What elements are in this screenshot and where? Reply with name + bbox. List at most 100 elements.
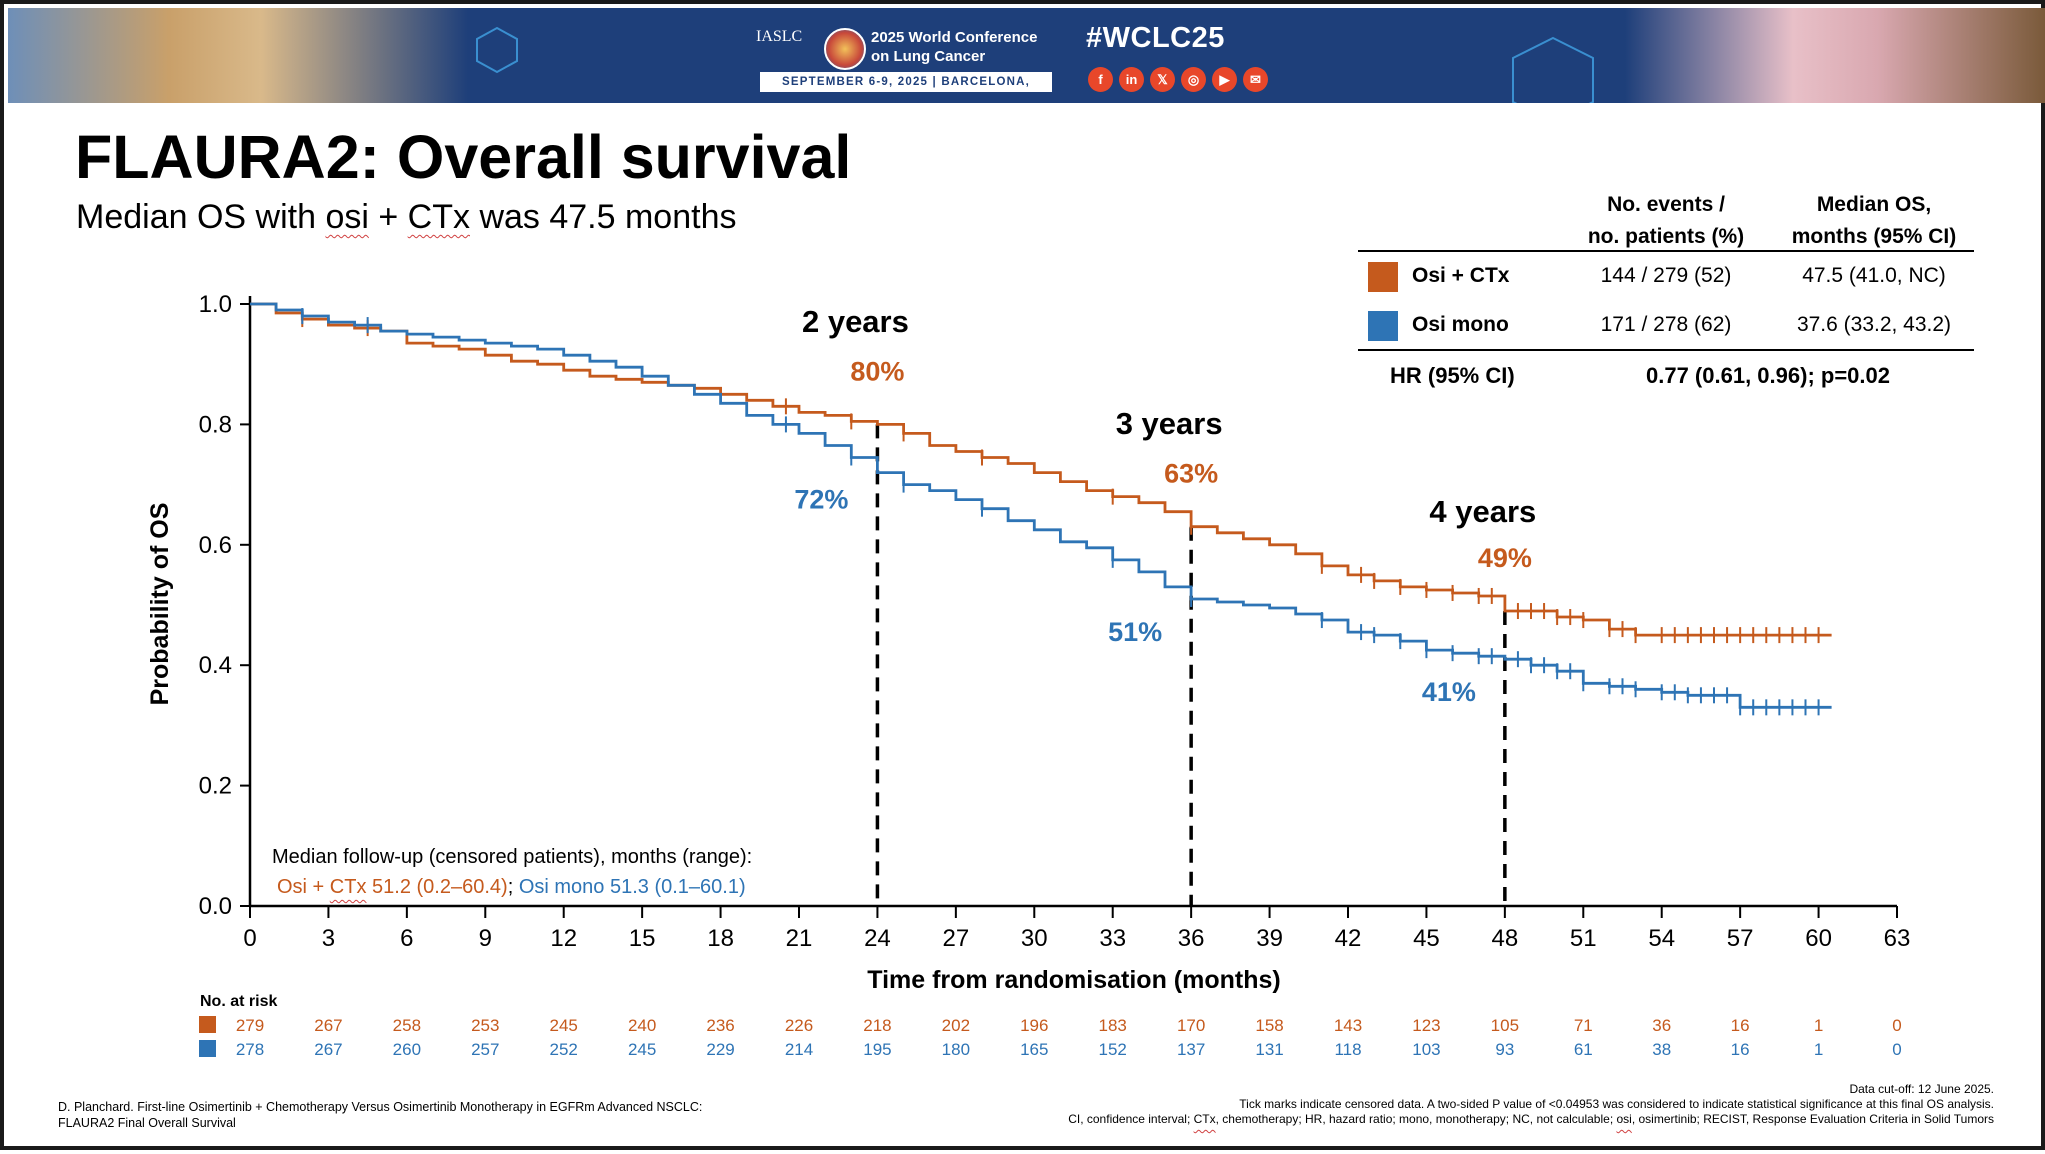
globe-icon — [824, 28, 866, 70]
wechat-icon[interactable]: ✉ — [1243, 67, 1268, 92]
y-tick-label: 0.2 — [199, 773, 232, 800]
at-risk-osi-ctx: 183 — [1099, 1016, 1127, 1035]
at-risk-osi-mono: 131 — [1255, 1040, 1283, 1059]
at-risk-osi-ctx: 267 — [314, 1016, 342, 1035]
x-tick-label: 27 — [943, 925, 970, 952]
at-risk-osi-mono: 103 — [1412, 1040, 1440, 1059]
x-icon[interactable]: 𝕏 — [1150, 67, 1175, 92]
landmark-label: 3 years — [1116, 406, 1223, 441]
osi-mono-curve — [250, 302, 1832, 709]
landmark-osi-ctx-pct: 63% — [1164, 459, 1218, 489]
table-row-osi-mono: Osi mono 171 / 278 (62) 37.6 (33.2, 43.2… — [1358, 303, 1974, 349]
footer-note1: Tick marks indicate censored data. A two… — [1239, 1097, 1994, 1111]
x-tick-label: 33 — [1099, 925, 1126, 952]
followup-line1: Median follow-up (censored patients), mo… — [272, 846, 753, 868]
at-risk-osi-mono: 229 — [706, 1040, 734, 1059]
footer-cutoff: Data cut-off: 12 June 2025. — [1849, 1082, 1994, 1096]
instagram-icon[interactable]: ◎ — [1181, 67, 1206, 92]
at-risk-osi-mono: 252 — [550, 1040, 578, 1059]
at-risk-osi-mono: 245 — [628, 1040, 656, 1059]
x-tick-label: 6 — [400, 925, 413, 952]
arm-label: Osi mono — [1412, 313, 1509, 336]
at-risk-osi-ctx: 158 — [1255, 1016, 1283, 1035]
at-risk-osi-mono: 137 — [1177, 1040, 1205, 1059]
at-risk-osi-mono: 260 — [393, 1040, 421, 1059]
at-risk-osi-mono: 257 — [471, 1040, 499, 1059]
risk-osi-mono-swatch — [199, 1040, 216, 1057]
followup-line2: Osi + CTx 51.2 (0.2–60.4); Osi mono 51.3… — [277, 876, 746, 898]
wclc-logo: IASLC 2025 World Conference on Lung Canc… — [756, 22, 1056, 103]
conference-date: SEPTEMBER 6-9, 2025 | BARCELONA, SPAIN — [760, 72, 1052, 103]
at-risk-osi-ctx: 240 — [628, 1016, 656, 1035]
at-risk-osi-ctx: 123 — [1412, 1016, 1440, 1035]
x-tick-label: 48 — [1492, 925, 1519, 952]
x-axis-title: Time from randomisation (months) — [867, 966, 1280, 994]
x-tick-label: 54 — [1648, 925, 1675, 952]
x-tick-label: 12 — [550, 925, 577, 952]
x-tick-label: 42 — [1335, 925, 1362, 952]
x-tick-label: 63 — [1884, 925, 1911, 952]
at-risk-osi-ctx: 245 — [550, 1016, 578, 1035]
header-median: Median OS, months (95% CI) — [1791, 193, 1957, 248]
x-tick-label: 60 — [1805, 925, 1832, 952]
events-cell: 144 / 279 (52) — [1600, 264, 1732, 287]
x-tick-label: 45 — [1413, 925, 1440, 952]
landmark-label: 4 years — [1429, 494, 1536, 529]
km-chart: 0.00.20.40.60.81.00 3 6 9 12 15 18 21 24 27 30 33 36… — [146, 291, 1911, 1059]
at-risk-osi-mono: 152 — [1099, 1040, 1127, 1059]
at-risk-osi-mono: 165 — [1020, 1040, 1048, 1059]
at-risk-osi-ctx: 279 — [236, 1016, 264, 1035]
at-risk-osi-mono: 0 — [1892, 1040, 1901, 1059]
landmark-osi-mono-pct: 72% — [794, 485, 848, 515]
x-tick-label: 36 — [1178, 925, 1205, 952]
sagrada-familia-image — [1625, 8, 2045, 103]
at-risk-osi-ctx: 236 — [706, 1016, 734, 1035]
x-tick-label: 18 — [707, 925, 734, 952]
at-risk-osi-mono: 61 — [1574, 1040, 1593, 1059]
at-risk-osi-ctx: 143 — [1334, 1016, 1362, 1035]
landmark-osi-ctx-pct: 80% — [850, 356, 904, 386]
slide-title: FLAURA2: Overall survival — [75, 123, 852, 191]
footer-reference: D. Planchard. First-line Osimertinib + C… — [58, 1100, 703, 1130]
hexagon-decoration — [1512, 36, 1594, 103]
at-risk-osi-mono: 267 — [314, 1040, 342, 1059]
conference-banner: IASLC 2025 World Conference on Lung Canc… — [8, 8, 2045, 103]
at-risk-osi-ctx: 16 — [1731, 1016, 1750, 1035]
x-tick-label: 24 — [864, 925, 891, 952]
at-risk-osi-mono: 214 — [785, 1040, 813, 1059]
landmark-osi-mono-pct: 51% — [1108, 617, 1162, 647]
table-row-hr: HR (95% CI) 0.77 (0.61, 0.96); p=0.02 — [1358, 359, 1974, 405]
y-tick-label: 1.0 — [199, 291, 232, 318]
linkedin-icon[interactable]: in — [1119, 67, 1144, 92]
at-risk-osi-mono: 278 — [236, 1040, 264, 1059]
at-risk-osi-mono: 195 — [863, 1040, 891, 1059]
y-axis-title: Probability of OS — [146, 503, 174, 706]
social-icons: f in 𝕏 ◎ ▶ ✉ — [1088, 67, 1268, 92]
footer-notes: Data cut-off: 12 June 2025. Tick marks i… — [1068, 1082, 1994, 1127]
at-risk-osi-ctx: 0 — [1892, 1016, 1901, 1035]
at-risk-osi-mono: 16 — [1731, 1040, 1750, 1059]
osi-mono-swatch — [1368, 311, 1398, 341]
slide-subtitle: Median OS with osi + CTx was 47.5 months — [76, 198, 737, 236]
footer-note2: CI, confidence interval; CTx, chemothera… — [1068, 1112, 1994, 1126]
at-risk-osi-ctx: 258 — [393, 1016, 421, 1035]
x-tick-label: 57 — [1727, 925, 1754, 952]
table-rule-bottom — [1358, 349, 1974, 351]
median-cell: 47.5 (41.0, NC) — [1802, 264, 1946, 287]
at-risk-osi-ctx: 196 — [1020, 1016, 1048, 1035]
at-risk-title: No. at risk — [200, 993, 278, 1010]
arm-label: Osi + CTx — [1412, 264, 1510, 287]
at-risk-osi-mono: 118 — [1334, 1040, 1361, 1059]
facebook-icon[interactable]: f — [1088, 67, 1113, 92]
x-tick-label: 21 — [786, 925, 813, 952]
x-tick-label: 3 — [322, 925, 335, 952]
x-tick-label: 30 — [1021, 925, 1048, 952]
x-tick-label: 0 — [243, 925, 256, 952]
hashtag: #WCLC25 — [1086, 22, 1225, 54]
youtube-icon[interactable]: ▶ — [1212, 67, 1237, 92]
at-risk-osi-ctx: 71 — [1574, 1016, 1593, 1035]
hexagon-decoration — [476, 26, 518, 74]
barcelona-park-image — [8, 8, 468, 103]
at-risk-osi-ctx: 226 — [785, 1016, 813, 1035]
x-tick-label: 15 — [629, 925, 656, 952]
